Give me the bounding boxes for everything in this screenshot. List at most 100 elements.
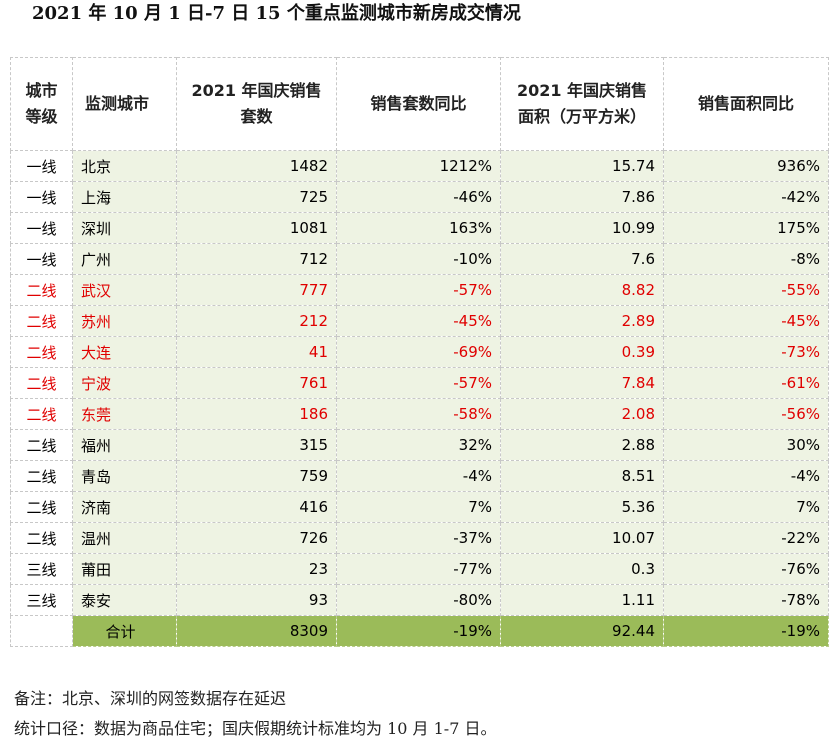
cell-city: 温州 [72, 522, 177, 554]
cell-area-yoy: -8% [663, 243, 829, 275]
cell-area-yoy: -78% [663, 584, 829, 616]
cell-city: 济南 [72, 491, 177, 523]
cell-area: 0.39 [500, 336, 664, 368]
cell-level: 三线 [10, 553, 73, 585]
cell-area-yoy: -73% [663, 336, 829, 368]
cell-units-yoy: 7% [336, 491, 501, 523]
total-units: 8309 [176, 615, 337, 647]
cell-area-yoy: -22% [663, 522, 829, 554]
cell-units-yoy: 32% [336, 429, 501, 461]
cell-units: 416 [176, 491, 337, 523]
cell-units-yoy: -45% [336, 305, 501, 337]
cell-city: 武汉 [72, 274, 177, 306]
cell-units-yoy: -57% [336, 367, 501, 399]
cell-area-yoy: -42% [663, 181, 829, 213]
header-units-yoy: 销售套数同比 [336, 57, 501, 151]
cell-units-yoy: -10% [336, 243, 501, 275]
table-header-row: 城市等级 监测城市 2021 年国庆销售套数 销售套数同比 2021 年国庆销售… [10, 57, 829, 151]
table-row: 二线 福州 315 32% 2.88 30% [10, 429, 829, 461]
table-row: 一线 上海 725 -46% 7.86 -42% [10, 181, 829, 213]
cell-area-yoy: -76% [663, 553, 829, 585]
cell-units: 777 [176, 274, 337, 306]
cell-level: 二线 [10, 522, 73, 554]
cell-area: 2.89 [500, 305, 664, 337]
header-level: 城市等级 [10, 57, 73, 151]
cell-area-yoy: 30% [663, 429, 829, 461]
table-row: 一线 深圳 1081 163% 10.99 175% [10, 212, 829, 244]
cell-level: 一线 [10, 181, 73, 213]
total-units-yoy: -19% [336, 615, 501, 647]
cell-units: 1482 [176, 150, 337, 182]
cell-units: 315 [176, 429, 337, 461]
cell-units: 761 [176, 367, 337, 399]
cell-area-yoy: -61% [663, 367, 829, 399]
data-table: 城市等级 监测城市 2021 年国庆销售套数 销售套数同比 2021 年国庆销售… [10, 57, 829, 647]
cell-area: 10.99 [500, 212, 664, 244]
cell-area: 8.82 [500, 274, 664, 306]
cell-units: 212 [176, 305, 337, 337]
cell-units: 725 [176, 181, 337, 213]
cell-area: 1.11 [500, 584, 664, 616]
cell-units-yoy: -69% [336, 336, 501, 368]
cell-units: 41 [176, 336, 337, 368]
cell-level: 二线 [10, 460, 73, 492]
table-row: 二线 东莞 186 -58% 2.08 -56% [10, 398, 829, 430]
cell-units: 759 [176, 460, 337, 492]
cell-area-yoy: 175% [663, 212, 829, 244]
cell-city: 东莞 [72, 398, 177, 430]
cell-city: 深圳 [72, 212, 177, 244]
cell-level: 二线 [10, 398, 73, 430]
remark-note: 备注：北京、深圳的网签数据存在延迟 [14, 689, 287, 708]
cell-level: 三线 [10, 584, 73, 616]
cell-units: 93 [176, 584, 337, 616]
table-row: 二线 苏州 212 -45% 2.89 -45% [10, 305, 829, 337]
cell-area: 15.74 [500, 150, 664, 182]
total-blank [10, 615, 73, 647]
header-area-yoy: 销售面积同比 [663, 57, 829, 151]
table-row: 二线 温州 726 -37% 10.07 -22% [10, 522, 829, 554]
cell-units: 712 [176, 243, 337, 275]
cell-city: 上海 [72, 181, 177, 213]
cell-units-yoy: -57% [336, 274, 501, 306]
cell-units: 186 [176, 398, 337, 430]
cell-city: 青岛 [72, 460, 177, 492]
cell-units-yoy: -46% [336, 181, 501, 213]
cell-units-yoy: -4% [336, 460, 501, 492]
stat-note: 统计口径：数据为商品住宅；国庆假期统计标准均为 10 月 1-7 日。 [14, 719, 497, 738]
table-row: 二线 济南 416 7% 5.36 7% [10, 491, 829, 523]
header-area-2021: 2021 年国庆销售面积（万平方米） [500, 57, 664, 151]
cell-level: 一线 [10, 150, 73, 182]
cell-city: 大连 [72, 336, 177, 368]
table-row: 二线 宁波 761 -57% 7.84 -61% [10, 367, 829, 399]
cell-area-yoy: 936% [663, 150, 829, 182]
table-row: 二线 大连 41 -69% 0.39 -73% [10, 336, 829, 368]
cell-city: 北京 [72, 150, 177, 182]
cell-units-yoy: -77% [336, 553, 501, 585]
cell-area-yoy: -55% [663, 274, 829, 306]
cell-units: 23 [176, 553, 337, 585]
cell-level: 二线 [10, 274, 73, 306]
cell-city: 莆田 [72, 553, 177, 585]
cell-units-yoy: -58% [336, 398, 501, 430]
table-row: 二线 青岛 759 -4% 8.51 -4% [10, 460, 829, 492]
cell-area: 7.6 [500, 243, 664, 275]
header-units-2021: 2021 年国庆销售套数 [176, 57, 337, 151]
cell-area: 2.08 [500, 398, 664, 430]
cell-city: 泰安 [72, 584, 177, 616]
table-row: 三线 泰安 93 -80% 1.11 -78% [10, 584, 829, 616]
cell-area: 5.36 [500, 491, 664, 523]
cell-area: 7.84 [500, 367, 664, 399]
cell-area: 10.07 [500, 522, 664, 554]
cell-area-yoy: -56% [663, 398, 829, 430]
total-label: 合计 [72, 615, 177, 647]
table-row: 一线 广州 712 -10% 7.6 -8% [10, 243, 829, 275]
cell-level: 二线 [10, 491, 73, 523]
cell-level: 二线 [10, 367, 73, 399]
table-row: 三线 莆田 23 -77% 0.3 -76% [10, 553, 829, 585]
cell-area-yoy: -4% [663, 460, 829, 492]
total-area: 92.44 [500, 615, 664, 647]
cell-city: 宁波 [72, 367, 177, 399]
table-body: 一线 北京 1482 1212% 15.74 936% 一线 上海 725 -46% 7.86 -42… [10, 150, 829, 647]
table-row: 二线 武汉 777 -57% 8.82 -55% [10, 274, 829, 306]
cell-area: 8.51 [500, 460, 664, 492]
